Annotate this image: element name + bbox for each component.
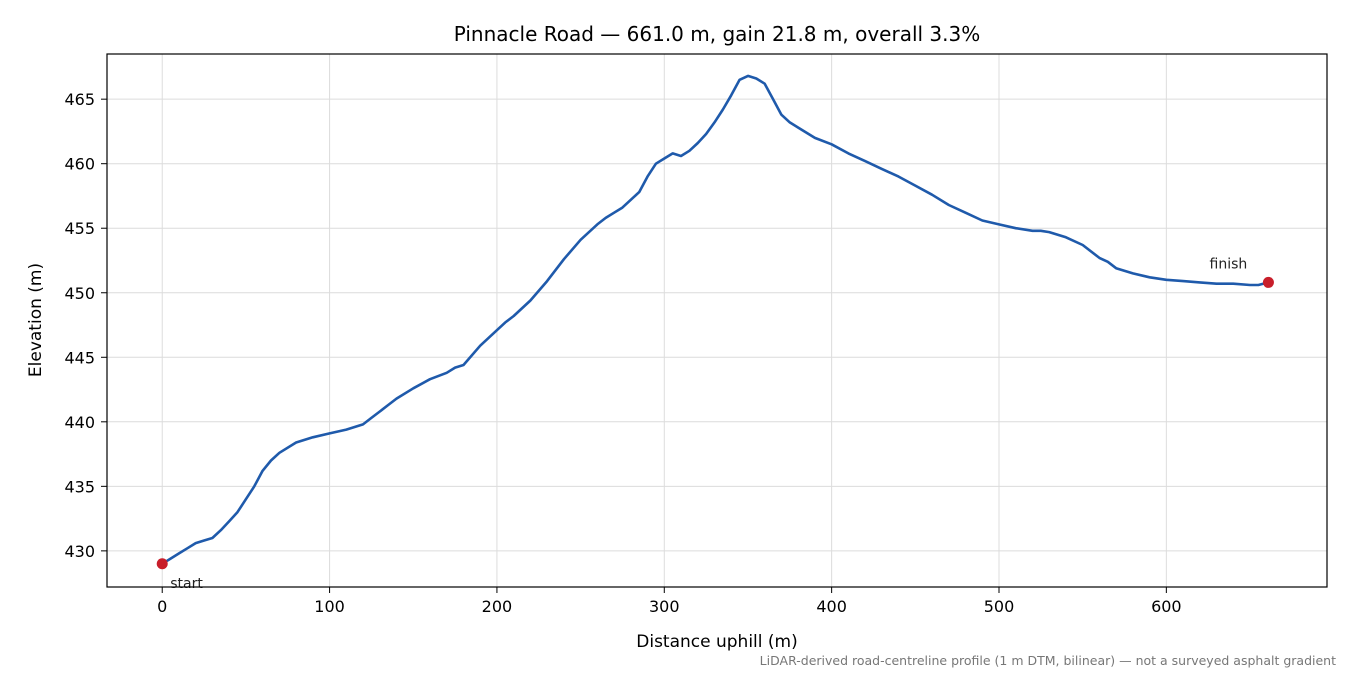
chart-title: Pinnacle Road — 661.0 m, gain 21.8 m, ov… xyxy=(454,22,980,46)
x-tick-label: 400 xyxy=(816,597,847,616)
x-tick-label: 600 xyxy=(1151,597,1182,616)
finish-annotation: finish xyxy=(1210,256,1248,272)
plot-area-frame xyxy=(106,53,1328,588)
y-tick-label: 435 xyxy=(64,477,95,496)
x-axis-title: Distance uphill (m) xyxy=(636,632,797,652)
y-tick-label: 450 xyxy=(64,284,95,303)
grid-lines xyxy=(107,54,1327,587)
y-tick-label: 430 xyxy=(64,542,95,561)
x-tick-label: 100 xyxy=(314,597,345,616)
elevation-series-line xyxy=(160,74,1270,566)
x-tick-label: 0 xyxy=(157,597,167,616)
finish-marker xyxy=(1262,276,1274,288)
x-tick-label: 300 xyxy=(649,597,680,616)
x-axis-ticks: 0 100 200 300 400 500 600 xyxy=(157,587,1182,616)
y-tick-label: 440 xyxy=(64,413,95,432)
x-tick-label: 500 xyxy=(984,597,1015,616)
y-axis-ticks: 430 435 440 445 450 455 460 465 xyxy=(64,90,107,561)
y-axis-title: Elevation (m) xyxy=(26,263,46,377)
y-tick-label: 455 xyxy=(64,219,95,238)
x-tick-label: 200 xyxy=(482,597,513,616)
start-marker xyxy=(156,558,168,570)
start-annotation: start xyxy=(170,576,203,592)
y-tick-label: 460 xyxy=(64,155,95,174)
y-tick-label: 445 xyxy=(64,348,95,367)
y-tick-label: 465 xyxy=(64,90,95,109)
data-source-footnote: LiDAR-derived road-centreline profile (1… xyxy=(760,653,1336,668)
